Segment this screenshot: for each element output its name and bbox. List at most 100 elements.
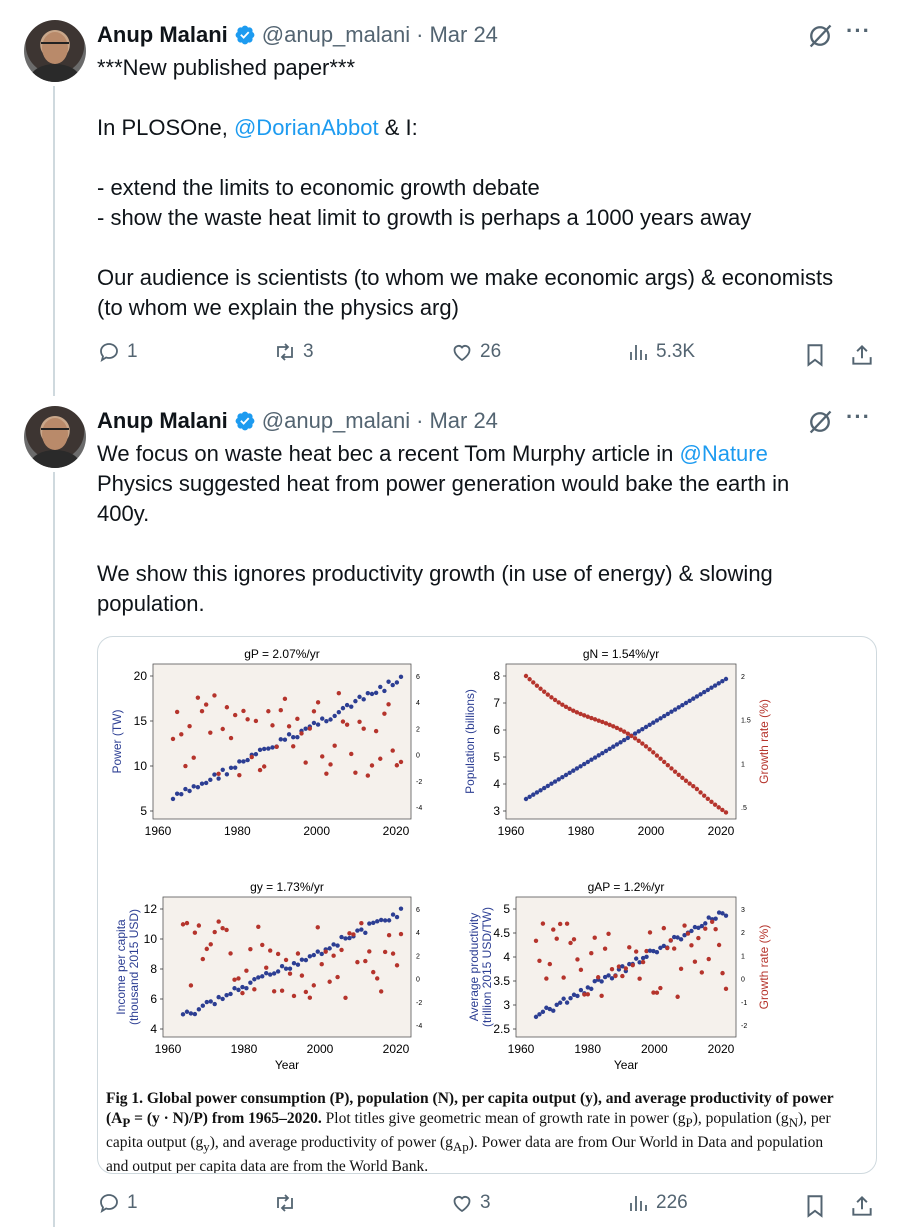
author-name[interactable]: Anup Malani — [97, 22, 228, 47]
avatar[interactable] — [24, 20, 86, 82]
growth-point — [327, 979, 332, 984]
level-point — [713, 916, 718, 921]
panel-title: gy = 1.73%/yr — [250, 880, 324, 894]
level-point — [680, 702, 685, 708]
views-button[interactable]: 226 — [626, 1191, 688, 1215]
tick-label: 8 — [493, 669, 500, 683]
growth-point — [199, 708, 205, 714]
level-point — [324, 718, 329, 724]
heart-icon — [453, 345, 471, 362]
level-point — [567, 770, 572, 776]
tweet-date[interactable]: Mar 24 — [429, 22, 498, 47]
growth-point — [630, 962, 635, 968]
growth-point — [599, 993, 604, 998]
level-point — [545, 783, 551, 789]
growth-point — [355, 959, 360, 965]
growth-point — [709, 919, 715, 924]
growth-point — [613, 973, 618, 979]
axis-label: Growth rate (%) — [757, 699, 771, 784]
author-handle[interactable]: @anup_malani — [261, 408, 411, 433]
level-point — [275, 969, 281, 974]
views-button[interactable]: 5.3K — [626, 340, 695, 364]
tweet-date[interactable]: Mar 24 — [429, 408, 498, 433]
level-point — [564, 1000, 570, 1005]
level-point — [603, 748, 609, 754]
author-name[interactable]: Anup Malani — [97, 408, 228, 433]
level-point — [678, 937, 684, 942]
grok-icon[interactable] — [806, 22, 834, 50]
growth-point — [654, 990, 660, 995]
share-icon[interactable] — [849, 1193, 875, 1219]
growth-point — [283, 957, 289, 963]
more-options-icon[interactable]: ··· — [846, 404, 871, 429]
repost-button[interactable] — [273, 1191, 303, 1215]
growth-point — [675, 994, 680, 999]
tick-label: 12 — [144, 902, 158, 916]
level-point — [241, 759, 246, 764]
tick-label: 1980 — [231, 1042, 258, 1056]
growth-point — [180, 922, 186, 927]
share-icon[interactable] — [849, 342, 875, 368]
level-point — [224, 993, 229, 998]
level-point — [220, 996, 225, 1002]
growth-point — [632, 736, 638, 741]
growth-point — [537, 958, 542, 963]
level-point — [672, 707, 678, 712]
author-handle[interactable]: @anup_malani — [261, 22, 411, 47]
growth-point — [541, 689, 547, 694]
growth-point — [192, 930, 198, 935]
growth-point — [336, 690, 342, 696]
growth-point — [716, 805, 721, 810]
level-point — [640, 726, 645, 732]
growth-point — [589, 715, 594, 721]
growth-point — [320, 754, 325, 759]
level-point — [578, 764, 583, 769]
avatar[interactable] — [24, 406, 86, 468]
grok-icon[interactable] — [806, 408, 834, 436]
level-point — [661, 713, 667, 719]
reply-button[interactable]: 1 — [97, 340, 138, 364]
tick-label: 4 — [416, 930, 420, 937]
tweet[interactable]: Anup Malani @anup_malani · Mar 24 ··· We… — [0, 406, 898, 1227]
level-point — [644, 954, 649, 959]
growth-point — [398, 931, 404, 937]
level-point — [621, 737, 627, 743]
growth-point — [303, 989, 309, 995]
tick-label: 20 — [134, 669, 148, 683]
level-point — [278, 737, 283, 742]
level-point — [359, 927, 364, 932]
level-point — [328, 717, 333, 722]
tweet-image[interactable]: gP = 2.07%/yr 5 10 15 20 -4 -2 0 2 4 6 1960 1980 2000… — [97, 636, 877, 1174]
growth-point — [291, 993, 297, 999]
mention-link[interactable]: @DorianAbbot — [233, 115, 379, 140]
tweet[interactable]: Anup Malani @anup_malani · Mar 24 ··· **… — [0, 20, 898, 390]
level-point — [552, 779, 558, 784]
growth-point — [328, 762, 333, 767]
reply-button[interactable]: 1 — [97, 1191, 138, 1215]
tick-label: 6 — [150, 992, 157, 1006]
level-point — [191, 784, 196, 789]
level-point — [320, 716, 325, 721]
growth-point — [692, 959, 698, 964]
bookmark-icon[interactable] — [802, 1193, 828, 1219]
repost-button[interactable]: 3 — [273, 340, 314, 364]
like-button[interactable]: 26 — [450, 340, 501, 364]
level-point — [632, 731, 638, 736]
tick-label: -2 — [416, 1000, 422, 1007]
growth-point — [625, 731, 631, 736]
growth-point — [278, 708, 283, 713]
level-point — [256, 975, 261, 980]
level-point — [228, 991, 233, 997]
level-point — [199, 781, 205, 786]
more-options-icon[interactable]: ··· — [846, 18, 871, 43]
tick-label: 2 — [741, 674, 745, 681]
level-point — [568, 996, 573, 1001]
bookmark-icon[interactable] — [802, 342, 828, 368]
level-point — [335, 943, 340, 948]
mention-link[interactable]: @Nature — [679, 441, 768, 466]
growth-point — [311, 983, 316, 988]
growth-point — [187, 723, 192, 729]
figure-panel: gP = 2.07%/yr 5 10 15 20 -4 -2 0 2 4 6 1960 1980 2000… — [110, 647, 422, 838]
like-button[interactable]: 3 — [450, 1191, 491, 1215]
growth-point — [698, 790, 703, 795]
